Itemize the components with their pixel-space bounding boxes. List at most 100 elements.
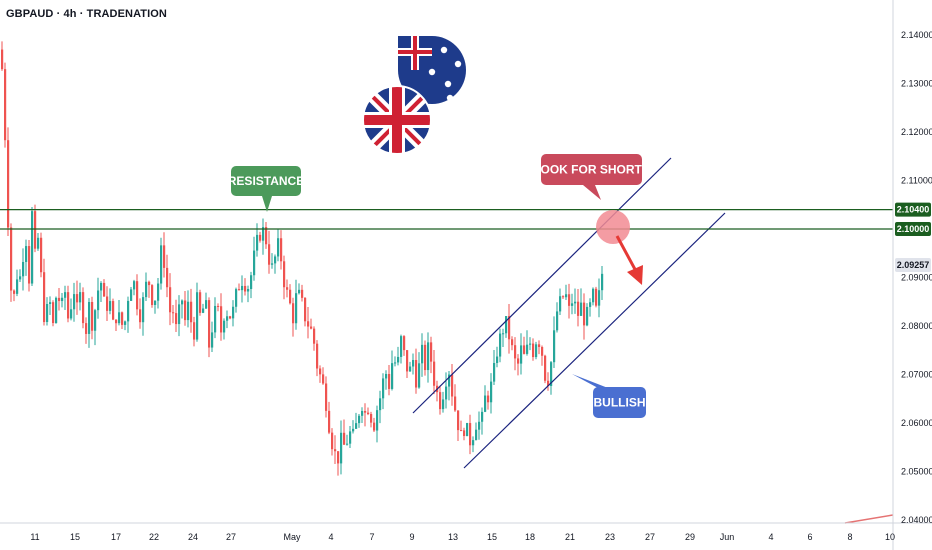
candle <box>196 282 199 342</box>
candle <box>52 300 55 327</box>
shorts-callout-tail <box>583 185 601 200</box>
candle <box>598 278 601 318</box>
candle <box>64 285 67 310</box>
candle <box>250 271 253 299</box>
candle <box>70 298 73 321</box>
candle <box>13 289 16 302</box>
candle <box>538 340 541 355</box>
candle <box>103 279 106 297</box>
candle <box>430 336 433 374</box>
candle <box>7 127 10 237</box>
candle <box>304 297 307 327</box>
candle <box>256 223 259 257</box>
candle <box>451 364 454 406</box>
candle <box>358 414 361 428</box>
candle <box>415 348 418 394</box>
bullish-callout-tail <box>572 374 608 388</box>
x-tick-label: 15 <box>487 532 497 542</box>
candle <box>544 354 547 384</box>
candle <box>229 315 232 320</box>
x-tick-label: 4 <box>768 532 773 542</box>
y-tick-label: 2.06000 <box>901 418 932 428</box>
candle <box>517 354 520 376</box>
candle <box>217 303 220 312</box>
candle <box>511 336 514 351</box>
candle <box>553 316 556 369</box>
x-tick-label: Jun <box>720 532 735 542</box>
shorts-callout-label: LOOK FOR SHORTS <box>533 163 650 177</box>
candle <box>436 380 439 402</box>
candle <box>457 410 460 441</box>
candle <box>361 407 364 424</box>
candle <box>442 391 445 413</box>
candle <box>223 318 226 340</box>
candle <box>556 302 559 333</box>
flags-icon <box>362 36 466 155</box>
candle <box>151 284 154 308</box>
candle <box>562 295 565 300</box>
resistance-callout-tail <box>262 196 272 212</box>
channel-upper-line <box>412 157 672 414</box>
candle <box>247 285 250 303</box>
candle <box>310 318 313 330</box>
candle <box>67 285 70 323</box>
candle <box>475 422 478 441</box>
x-tick-label: 18 <box>525 532 535 542</box>
candle <box>340 420 343 475</box>
candle <box>463 427 466 441</box>
candle <box>160 237 163 290</box>
candle <box>115 319 118 332</box>
candle <box>355 412 358 430</box>
candle <box>316 340 319 377</box>
candle <box>364 403 367 427</box>
candle <box>487 390 490 410</box>
candle <box>88 298 91 348</box>
candle <box>85 317 88 344</box>
shorts-callout: LOOK FOR SHORTS <box>533 154 650 200</box>
candle <box>382 373 385 410</box>
candle <box>592 287 595 306</box>
candle <box>43 258 46 326</box>
candle <box>28 239 31 292</box>
candle <box>271 253 274 269</box>
candle <box>580 288 583 316</box>
candle <box>496 346 499 368</box>
candle <box>79 282 82 311</box>
level-badge <box>895 202 931 217</box>
last-price-label: 2.09257 <box>897 260 930 270</box>
candle <box>454 384 457 412</box>
candle <box>469 414 472 455</box>
ascending-channel <box>412 157 726 469</box>
candle <box>490 373 493 414</box>
candle <box>82 287 85 329</box>
candle <box>184 290 187 326</box>
candle <box>178 295 181 337</box>
candle <box>112 298 115 321</box>
x-tick-label: 8 <box>847 532 852 542</box>
x-tick-label: 10 <box>885 532 895 542</box>
x-tick-label: 23 <box>605 532 615 542</box>
candle <box>313 326 316 351</box>
candle <box>163 232 166 278</box>
last-price-badge <box>895 258 931 273</box>
candle <box>235 287 238 313</box>
x-tick-label: 27 <box>645 532 655 542</box>
candle <box>532 338 535 361</box>
candle <box>220 293 223 341</box>
candle <box>529 337 532 351</box>
candle <box>34 204 37 253</box>
y-tick-label: 2.13000 <box>901 79 932 89</box>
candle <box>19 269 22 282</box>
x-tick-label: 9 <box>409 532 414 542</box>
resistance-callout-label: RESISTANCE <box>228 174 304 188</box>
candle <box>583 293 586 340</box>
candle <box>448 371 451 401</box>
candle <box>121 311 124 329</box>
x-tick-label: 13 <box>448 532 458 542</box>
x-tick-label: 21 <box>565 532 575 542</box>
horizontal-levels: 2.10400 2.10000 2.09257 <box>0 202 931 273</box>
candle <box>31 207 34 287</box>
candle <box>211 321 214 352</box>
candle <box>253 236 256 281</box>
